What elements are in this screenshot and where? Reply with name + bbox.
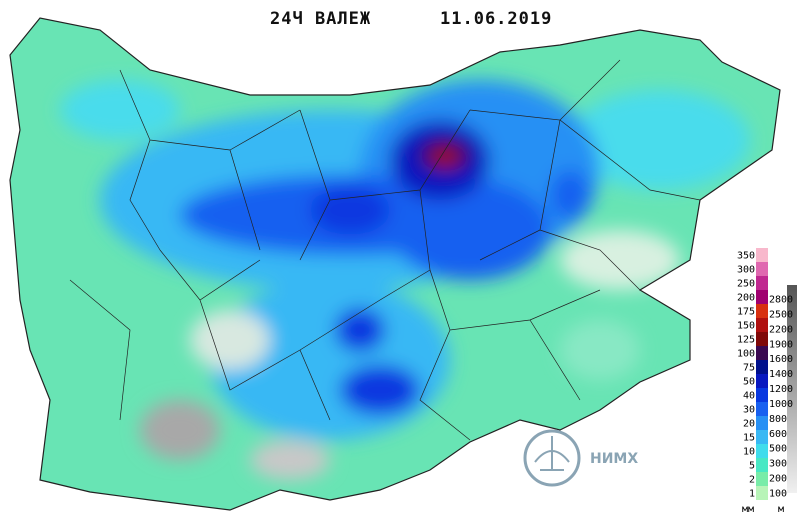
legend-swatch — [756, 430, 768, 444]
precip-label: 150 — [737, 321, 755, 332]
elevation-bar — [787, 285, 797, 493]
legend-swatch — [756, 458, 768, 472]
legend-swatch — [756, 304, 768, 318]
precip-label: 75 — [743, 363, 755, 374]
precip-label: 2 — [749, 475, 755, 486]
elevation-label: 1200 — [769, 384, 793, 395]
country-border — [9, 17, 781, 511]
elevation-label: 2200 — [769, 324, 793, 335]
map-title: 24Ч ВАЛЕЖ — [270, 9, 371, 29]
elevation-label: 1600 — [769, 354, 793, 365]
precip-label: 125 — [737, 335, 755, 346]
legend-swatch — [756, 360, 768, 374]
precip-unit: мм — [742, 504, 754, 515]
elevation-label: 1000 — [769, 399, 793, 410]
legend-swatch — [756, 472, 768, 486]
precip-label: 1 — [749, 489, 755, 500]
legend-swatch — [756, 346, 768, 360]
legend-swatch — [756, 248, 768, 262]
elevation-label: 1900 — [769, 339, 793, 350]
legend: 1251015203040507510012515017520025030035… — [737, 248, 793, 500]
precip-label: 40 — [743, 391, 755, 402]
legend-swatch — [756, 276, 768, 290]
precip-label: 100 — [737, 349, 755, 360]
legend-swatch — [756, 290, 768, 304]
legend-swatch — [756, 262, 768, 276]
legend-swatch — [756, 486, 768, 500]
elevation-label: 100 — [769, 489, 787, 500]
legend-swatch — [756, 388, 768, 402]
precip-field — [60, 80, 750, 480]
legend-swatch — [756, 402, 768, 416]
legend-swatch — [756, 332, 768, 346]
precip-label: 350 — [737, 251, 755, 262]
elevation-label: 800 — [769, 414, 787, 425]
district-borders — [69, 59, 701, 441]
precip-label: 15 — [743, 433, 755, 444]
elevation-label: 1400 — [769, 369, 793, 380]
elevation-unit: м — [778, 504, 784, 515]
elevation-label: 200 — [769, 474, 787, 485]
elevation-label: 600 — [769, 429, 787, 440]
precip-label: 250 — [737, 279, 755, 290]
precip-label: 175 — [737, 307, 755, 318]
elevation-label: 300 — [769, 459, 787, 470]
elevation-label: 500 — [769, 444, 787, 455]
precip-label: 300 — [737, 265, 755, 276]
logo: НИМХ — [523, 429, 638, 487]
logo-symbol — [534, 436, 570, 471]
logo-text: НИМХ — [590, 451, 638, 467]
legend-swatch — [756, 416, 768, 430]
precip-label: 30 — [743, 405, 755, 416]
logo-emblem — [523, 429, 581, 487]
precip-label: 50 — [743, 377, 755, 388]
elevation-label: 2800 — [769, 295, 793, 306]
precip-label: 5 — [749, 461, 755, 472]
legend-swatch — [756, 374, 768, 388]
elevation-label: 2500 — [769, 309, 793, 320]
map-date: 11.06.2019 — [440, 9, 552, 29]
precip-label: 10 — [743, 447, 755, 458]
legend-swatch — [756, 318, 768, 332]
legend-swatch — [756, 444, 768, 458]
precip-label: 20 — [743, 419, 755, 430]
precip-label: 200 — [737, 293, 755, 304]
